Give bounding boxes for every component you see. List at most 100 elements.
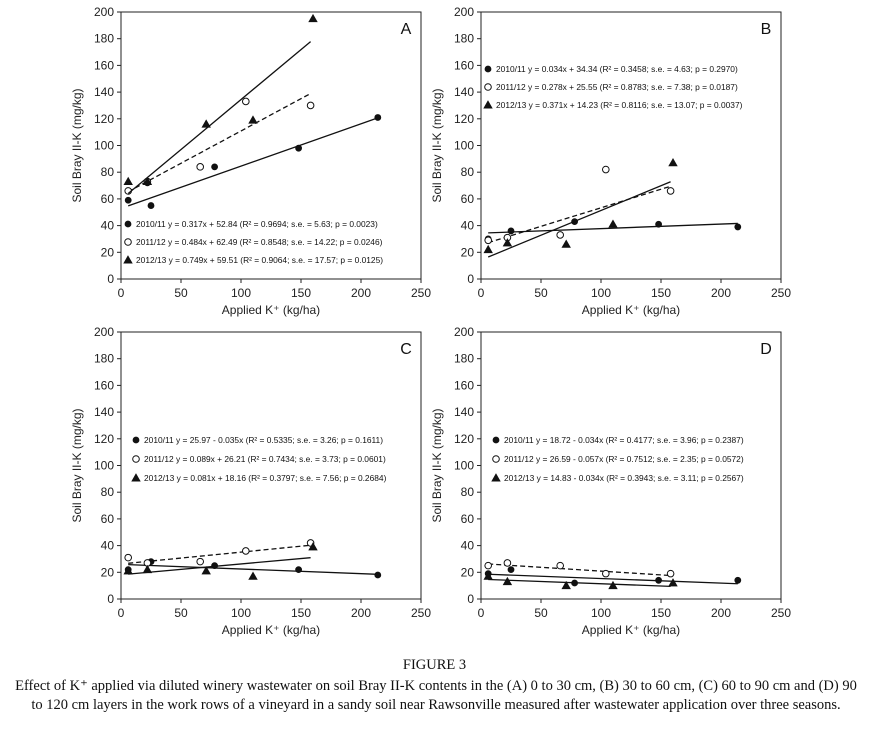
legend-marker — [492, 436, 500, 444]
data-point-2012-13 — [123, 566, 133, 575]
y-tick-label: 60 — [101, 512, 115, 526]
y-tick-label: 160 — [454, 378, 474, 392]
x-tick-label: 150 — [651, 286, 671, 300]
data-point-2012-13 — [142, 176, 153, 185]
data-point-2010-11 — [295, 566, 303, 574]
x-axis-title: Applied K⁺ (kg/ha) — [582, 303, 680, 317]
y-tick-label: 100 — [454, 459, 474, 473]
x-tick-label: 150 — [291, 606, 311, 620]
figure-label: FIGURE 3 — [402, 657, 467, 673]
trend-line-2011-12 — [488, 563, 671, 577]
x-tick-label: 0 — [478, 606, 485, 620]
data-point-2012-13 — [123, 176, 133, 185]
y-tick-label: 180 — [94, 32, 114, 46]
data-point-2012-13 — [502, 238, 513, 247]
data-point-2012-13 — [502, 576, 513, 586]
data-point-2010-11 — [507, 227, 515, 235]
y-tick-label: 160 — [454, 58, 474, 72]
legend-marker — [484, 83, 492, 91]
y-tick-label: 20 — [461, 565, 475, 579]
y-tick-label: 40 — [101, 539, 115, 553]
data-point-2010-11 — [655, 220, 662, 228]
y-tick-label: 20 — [101, 245, 115, 259]
trend-line-2011-12 — [128, 544, 311, 564]
y-tick-label: 80 — [101, 485, 115, 499]
legend-entry: 2011/12 y = 0.089x + 26.21 (R² = 0.7434;… — [144, 454, 386, 464]
legend-marker — [484, 65, 492, 73]
trend-line-2010-11 — [488, 573, 738, 585]
x-tick-label: 200 — [351, 606, 371, 620]
data-point-2010-11 — [124, 196, 132, 204]
figure-caption: Effect of K⁺ applied via diluted winery … — [15, 678, 857, 713]
legend-marker — [492, 455, 500, 463]
data-point-2010-11 — [295, 144, 303, 152]
plot-frame — [480, 11, 782, 280]
data-point-2012-13 — [248, 571, 258, 580]
data-point-2012-13 — [201, 566, 211, 575]
data-point-2011-12 — [556, 231, 565, 239]
y-tick-label: 20 — [461, 245, 475, 259]
x-tick-label: 0 — [478, 286, 485, 300]
legend-marker — [124, 238, 132, 246]
data-point-2012-13 — [608, 580, 618, 590]
data-point-2012-13 — [142, 564, 153, 574]
trend-line-2012-13 — [128, 557, 311, 575]
data-point-2011-12 — [556, 561, 565, 570]
x-tick-label: 250 — [411, 286, 431, 300]
legend-entry: 2010/11 y = 25.97 - 0.035x (R² = 0.5335;… — [144, 435, 383, 445]
y-axis-title: Soil Bray II-K (mg/kg) — [430, 408, 444, 522]
chart-panel-c: 0 20 40 60 80 100 120 140 160 180 200 0 50 100 150 200 2… — [70, 325, 431, 637]
x-tick-label: 50 — [174, 286, 188, 300]
y-tick-label: 140 — [454, 405, 474, 419]
x-tick-label: 100 — [231, 606, 251, 620]
legend-entry: 2010/11 y = 18.72 - 0.034x (R² = 0.4177;… — [504, 435, 744, 445]
legend-marker — [132, 436, 140, 444]
data-point-2010-11 — [211, 163, 219, 171]
data-point-2010-11 — [147, 202, 155, 209]
y-tick-label: 0 — [107, 272, 114, 286]
y-tick-label: 0 — [107, 592, 114, 606]
x-tick-label: 100 — [591, 606, 611, 620]
data-point-2011-12 — [124, 553, 132, 562]
y-tick-label: 140 — [94, 405, 114, 419]
data-point-2012-13 — [483, 244, 493, 254]
trend-line-2012-13 — [488, 578, 671, 588]
panel-label: D — [760, 341, 772, 358]
y-tick-label: 80 — [461, 485, 475, 499]
data-point-2011-12 — [196, 557, 204, 566]
y-axis-title: Soil Bray II-K (mg/kg) — [70, 408, 84, 522]
trend-line-2010-11 — [128, 563, 378, 575]
data-point-2010-11 — [374, 571, 382, 579]
y-tick-label: 60 — [461, 512, 475, 526]
x-tick-label: 0 — [118, 286, 125, 300]
x-axis-title: Applied K⁺ (kg/ha) — [582, 623, 680, 637]
y-tick-label: 200 — [454, 5, 474, 19]
x-tick-label: 50 — [174, 606, 188, 620]
x-tick-label: 150 — [651, 606, 671, 620]
y-tick-label: 100 — [94, 459, 114, 473]
y-tick-label: 100 — [94, 139, 114, 153]
x-tick-label: 200 — [711, 286, 731, 300]
data-point-2012-13 — [483, 571, 493, 580]
x-tick-label: 250 — [771, 286, 791, 300]
data-point-2012-13 — [308, 13, 318, 23]
y-tick-label: 100 — [454, 139, 474, 153]
data-point-2011-12 — [306, 101, 315, 110]
data-point-2012-13 — [201, 119, 211, 128]
x-tick-label: 0 — [118, 606, 125, 620]
trend-line-2010-11 — [127, 117, 379, 207]
data-point-2011-12 — [242, 547, 250, 555]
trend-line-2012-13 — [127, 41, 312, 195]
y-tick-label: 0 — [467, 272, 474, 286]
trend-line-2012-13 — [487, 181, 671, 258]
chart-panel-a: 0 20 40 60 80 100 120 140 160 180 200 0 50 100 150 200 2… — [70, 5, 431, 317]
y-tick-label: 40 — [461, 539, 475, 553]
x-tick-label: 100 — [591, 286, 611, 300]
legend-marker — [124, 220, 132, 228]
y-tick-label: 0 — [467, 592, 474, 606]
x-tick-label: 50 — [534, 286, 548, 300]
legend-entry: 2012/13 y = 0.371x + 14.23 (R² = 0.8116;… — [496, 100, 743, 110]
data-point-2011-12 — [484, 236, 493, 245]
panel-label: B — [761, 21, 772, 38]
trend-line-2010-11 — [488, 222, 738, 234]
